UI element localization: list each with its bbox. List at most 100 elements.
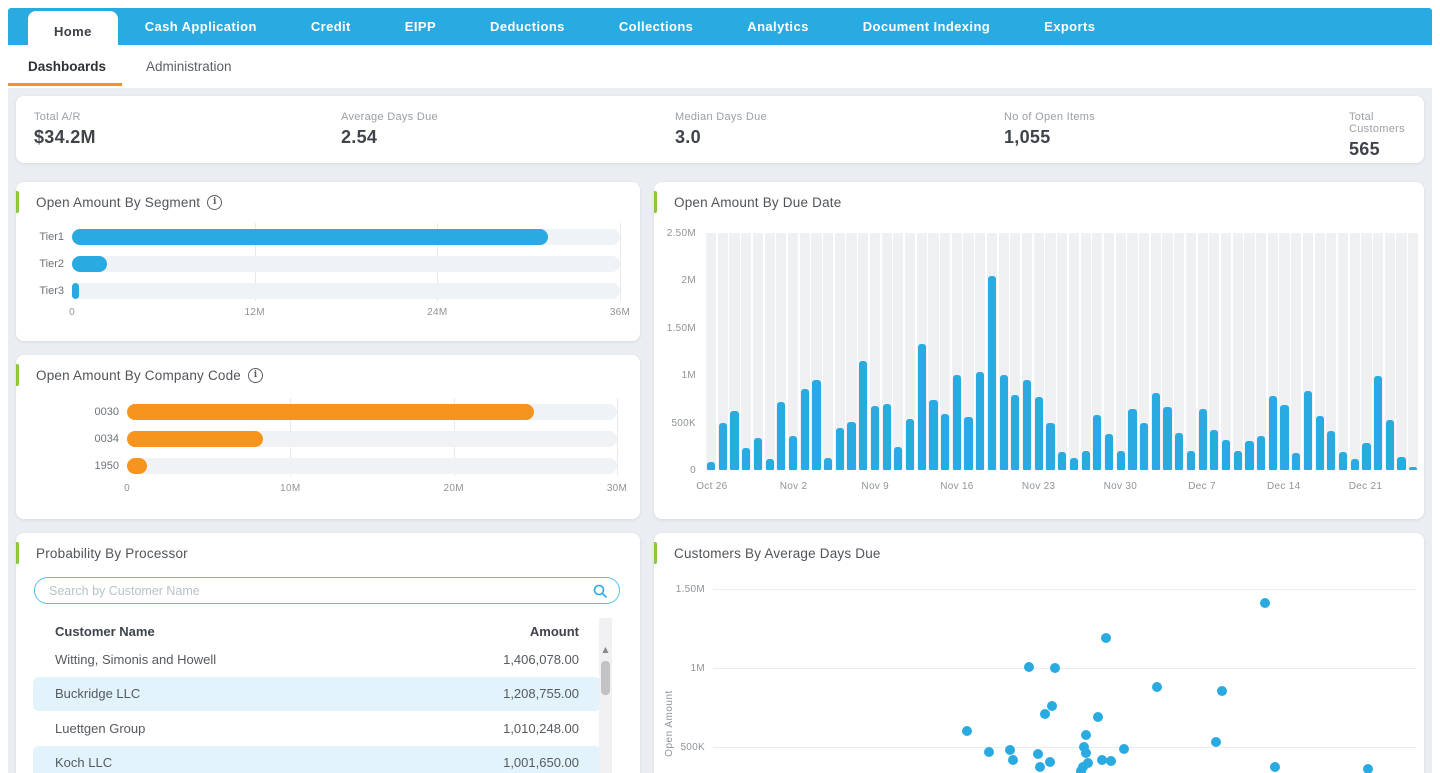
nav-tab-credit[interactable]: Credit [310,19,351,34]
due-date-bar[interactable] [707,462,716,470]
due-date-bar[interactable] [1350,458,1359,470]
due-date-bar[interactable] [952,375,961,470]
due-date-bar[interactable] [941,414,950,470]
due-date-bar[interactable] [1210,430,1219,470]
due-date-bar[interactable] [1128,409,1137,470]
scatter-point[interactable] [1097,754,1108,765]
nav-tab-exports[interactable]: Exports [1044,19,1096,34]
due-date-bar[interactable] [964,416,973,470]
due-date-bar[interactable] [1093,415,1102,470]
due-date-bar[interactable] [1303,391,1313,470]
scatter-point[interactable] [1039,708,1050,719]
scatter-point[interactable] [1151,681,1162,692]
nav-tab-deductions[interactable]: Deductions [490,19,565,34]
due-date-bar[interactable] [824,457,833,470]
due-date-bar[interactable] [1046,422,1055,470]
due-date-bar[interactable] [1385,419,1394,470]
scatter-point[interactable] [1081,730,1092,741]
bar-tier1[interactable] [72,229,549,245]
due-date-bar[interactable] [859,360,868,470]
nav-tab-analytics[interactable]: Analytics [747,19,809,34]
due-date-bar[interactable] [1175,433,1184,470]
scatter-point[interactable] [1270,762,1281,773]
scatter-point[interactable] [1050,663,1061,673]
due-date-bar[interactable] [929,399,938,470]
due-date-bar[interactable] [812,379,821,470]
scatter-point[interactable] [1081,747,1092,758]
bar-1950[interactable] [127,458,147,474]
bar-0034[interactable] [127,431,263,447]
due-date-bar[interactable] [1292,452,1301,470]
due-date-bar[interactable] [905,418,915,470]
due-date-bar[interactable] [1198,409,1207,470]
due-date-bar[interactable] [1397,456,1406,470]
scatter-point[interactable] [1033,748,1044,759]
due-date-bar[interactable] [788,435,798,470]
due-date-bar[interactable] [1151,393,1160,470]
table-row[interactable]: Buckridge LLC 1,208,755.00 [33,676,601,711]
scatter-point[interactable] [1045,756,1056,767]
bar-tier3[interactable] [72,283,79,299]
nav-tab-collections[interactable]: Collections [618,19,694,34]
due-date-bar[interactable] [882,403,891,470]
due-date-bar[interactable] [1163,407,1172,470]
due-date-bar[interactable] [987,275,997,470]
nav-tab-document-indexing[interactable]: Document Indexing [862,19,991,34]
due-date-bar[interactable] [753,437,763,470]
scatter-point[interactable] [1005,745,1016,755]
scatter-point[interactable] [1363,764,1374,773]
due-date-bar[interactable] [1104,433,1114,470]
nav-tab-home[interactable]: Home [28,11,118,52]
search-icon[interactable] [593,584,607,598]
due-date-bar[interactable] [870,405,880,470]
bar-tier2[interactable] [72,256,107,272]
scatter-point[interactable] [1210,737,1221,748]
scatter-point[interactable] [1100,632,1111,643]
due-date-bar[interactable] [1362,443,1371,470]
scatter-point[interactable] [984,746,995,757]
due-date-bar[interactable] [1268,396,1277,470]
due-date-bar[interactable] [999,375,1008,470]
due-date-bar[interactable] [730,411,739,470]
due-date-bar[interactable] [1338,452,1348,470]
due-date-bar[interactable] [1116,451,1125,470]
due-date-bar[interactable] [976,372,985,470]
due-date-bar[interactable] [777,401,786,470]
info-icon[interactable]: i [248,367,264,383]
due-date-bar[interactable] [718,422,727,470]
due-date-bar[interactable] [1034,397,1043,470]
scatter-point[interactable] [1079,742,1090,752]
table-scrollbar[interactable]: ▲ [599,618,612,773]
bar-0030[interactable] [127,404,534,420]
info-icon[interactable]: i [207,194,223,210]
scatter-point[interactable] [1119,743,1130,754]
due-date-bar[interactable] [800,389,809,470]
due-date-bar[interactable] [1069,457,1078,470]
due-date-bar[interactable] [1233,451,1242,470]
table-row[interactable]: Koch LLC 1,001,650.00 [33,745,601,773]
scatter-point[interactable] [1093,711,1104,722]
scatter-point[interactable] [1008,754,1019,765]
scatter-point[interactable] [1105,756,1116,767]
customer-search-input[interactable] [47,582,585,599]
scrollbar-up-icon[interactable]: ▲ [602,645,609,654]
due-date-bar[interactable] [1186,451,1196,470]
scatter-point[interactable] [1216,685,1227,696]
nav-tab-cash-application[interactable]: Cash Application [144,19,257,34]
due-date-bar[interactable] [1280,404,1289,470]
table-row[interactable]: Luettgen Group 1,010,248.00 [33,711,601,746]
due-date-bar[interactable] [894,447,903,470]
scatter-point[interactable] [1076,766,1087,773]
scatter-point[interactable] [1034,761,1045,772]
due-date-bar[interactable] [917,343,926,470]
due-date-bar[interactable] [1022,379,1032,470]
nav-tab-eipp[interactable]: EIPP [404,19,437,34]
due-date-bar[interactable] [835,428,844,470]
due-date-bar[interactable] [1315,415,1324,470]
scrollbar-thumb[interactable] [601,661,610,695]
due-date-bar[interactable] [847,421,856,470]
due-date-bar[interactable] [1081,451,1090,470]
due-date-bar[interactable] [1140,422,1149,470]
due-date-bar[interactable] [1245,440,1254,470]
table-row[interactable]: Witting, Simonis and Howell 1,406,078.00 [33,642,601,677]
